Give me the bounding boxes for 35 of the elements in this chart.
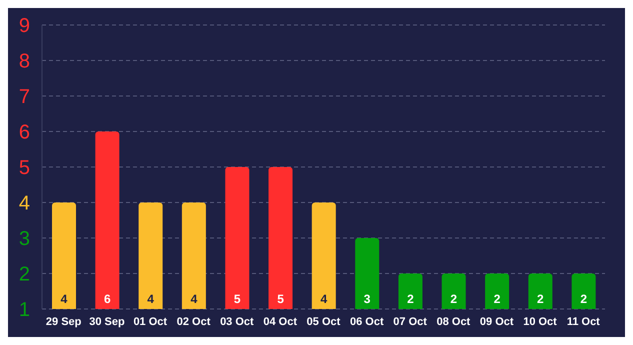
data-label: 4 bbox=[320, 292, 328, 306]
x-tick-label: 02 Oct bbox=[176, 316, 211, 328]
x-tick-label: 06 Oct bbox=[350, 316, 384, 328]
data-label: 2 bbox=[580, 292, 588, 306]
x-tick-label: 07 Oct bbox=[393, 316, 428, 328]
data-label: 3 bbox=[364, 292, 371, 306]
y-tick-label: 6 bbox=[18, 122, 30, 144]
data-label: 4 bbox=[147, 292, 154, 306]
data-label: 5 bbox=[277, 292, 284, 306]
data-label: 6 bbox=[104, 292, 111, 306]
x-tick-label: 01 Oct bbox=[133, 316, 168, 328]
data-label: 5 bbox=[234, 292, 241, 306]
y-tick-label: 7 bbox=[18, 86, 30, 108]
y-tick-label: 5 bbox=[18, 157, 30, 179]
x-tick-label: 05 Oct bbox=[306, 316, 341, 328]
data-label: 2 bbox=[537, 292, 544, 306]
x-tick-label: 11 Oct bbox=[566, 316, 600, 328]
data-label: 2 bbox=[407, 292, 414, 306]
x-tick-label: 03 Oct bbox=[220, 316, 254, 328]
data-label: 4 bbox=[190, 292, 198, 306]
y-tick-label: 2 bbox=[18, 264, 30, 286]
y-tick-label: 1 bbox=[18, 299, 30, 321]
y-tick-label: 8 bbox=[18, 50, 30, 72]
data-label: 4 bbox=[60, 292, 68, 306]
data-label: 2 bbox=[494, 292, 501, 306]
data-label: 2 bbox=[450, 292, 458, 306]
x-tick-label: 29 Sep bbox=[46, 316, 82, 328]
y-tick-label: 9 bbox=[18, 15, 30, 37]
x-tick-label: 10 Oct bbox=[523, 316, 558, 328]
x-tick-label: 09 Oct bbox=[480, 316, 514, 328]
x-tick-label: 04 Oct bbox=[263, 316, 298, 328]
x-tick-label: 30 Sep bbox=[89, 316, 125, 328]
y-tick-label: 4 bbox=[18, 192, 30, 214]
y-tick-label: 3 bbox=[18, 228, 30, 250]
x-tick-label: 08 Oct bbox=[436, 316, 471, 328]
